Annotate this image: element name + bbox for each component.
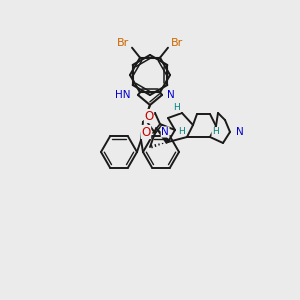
Text: Br: Br <box>117 38 129 48</box>
Text: N: N <box>161 127 169 137</box>
Text: O: O <box>144 110 154 122</box>
Text: N: N <box>167 90 175 100</box>
Text: H: H <box>173 103 180 112</box>
Text: HN: HN <box>116 90 131 100</box>
Text: H: H <box>212 128 219 136</box>
Text: O: O <box>141 125 151 139</box>
Text: Br: Br <box>171 38 183 48</box>
Polygon shape <box>156 128 169 143</box>
Text: H: H <box>178 127 185 136</box>
Text: N: N <box>236 127 244 137</box>
